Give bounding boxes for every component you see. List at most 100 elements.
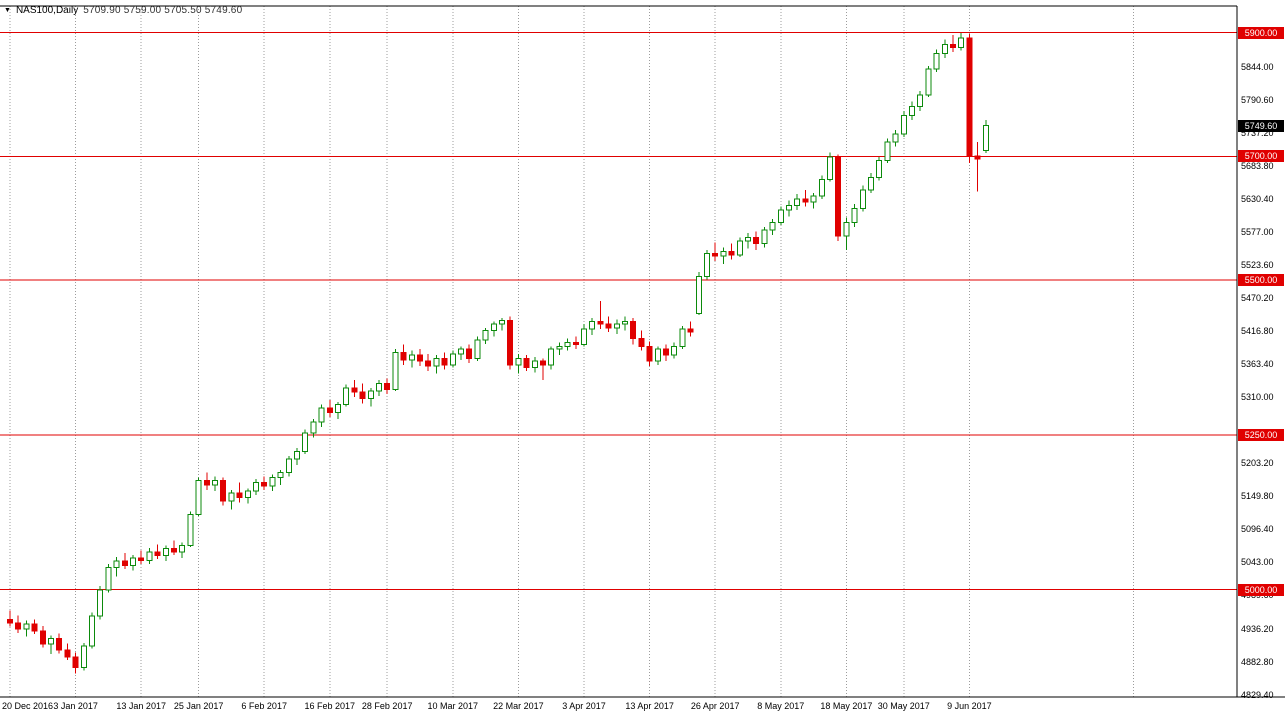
y-axis-label: 5363.40: [1241, 359, 1274, 370]
candle-body: [572, 342, 579, 346]
candle-body: [294, 451, 300, 460]
candle-body: [105, 566, 112, 591]
candle-body: [458, 348, 464, 355]
candle-body: [654, 348, 661, 362]
candle-body: [285, 458, 292, 474]
candle-body: [835, 156, 842, 237]
y-axis-label: 5630.40: [1241, 193, 1274, 204]
x-axis-label: 18 May 2017: [820, 701, 873, 711]
candle-body: [80, 645, 87, 669]
candle-body: [523, 358, 530, 368]
level-price-badge: 5700.00: [1238, 150, 1284, 163]
candle-body: [56, 637, 63, 651]
candle-body: [97, 589, 104, 617]
candle-body: [728, 251, 735, 256]
y-axis-label: 5203.20: [1241, 458, 1274, 469]
y-axis-label: 5737.20: [1241, 127, 1274, 138]
candle-body: [671, 345, 678, 356]
x-axis-label: 3 Jan 2017: [53, 701, 98, 711]
candle-body: [228, 492, 235, 502]
candle-body: [130, 557, 136, 566]
y-axis-label: 5096.40: [1241, 524, 1274, 535]
candle-body: [466, 348, 473, 360]
candle-body: [868, 176, 874, 191]
x-axis-label: 8 May 2017: [757, 701, 805, 711]
candle-body: [195, 480, 202, 516]
candle-body: [7, 618, 13, 624]
candle-body: [220, 480, 227, 502]
candle-body: [433, 358, 440, 367]
candle-body: [777, 209, 784, 224]
candle-body: [859, 189, 866, 209]
x-axis-label: 25 Jan 2017: [173, 701, 224, 711]
candle-body: [490, 323, 497, 331]
y-axis-label: 5310.00: [1241, 392, 1274, 403]
candle-body: [941, 43, 948, 55]
candle-body: [64, 649, 71, 658]
candle-body: [745, 236, 751, 242]
candle-body: [449, 353, 456, 366]
x-axis-label: 22 Mar 2017: [493, 701, 544, 711]
y-axis-label: 5577.00: [1241, 226, 1274, 237]
candle-body: [958, 37, 965, 48]
candle-body: [695, 275, 702, 315]
candle-body: [367, 390, 374, 399]
candle-body: [154, 551, 161, 557]
candle-body: [302, 432, 309, 453]
chart-title-overlay: ▼ NAS100,Daily 5709.90 5759.00 5705.50 5…: [4, 5, 242, 16]
candle-body: [138, 557, 145, 561]
y-axis-label: 5683.80: [1241, 160, 1274, 171]
y-axis-label: 4829.40: [1241, 689, 1274, 700]
chart-ohlc-readout: 5709.90 5759.00 5705.50 5749.60: [83, 5, 243, 16]
candle-body: [630, 321, 637, 339]
candle-body: [564, 342, 571, 347]
candle-body: [638, 337, 645, 347]
candle-body: [400, 352, 407, 361]
candle-body: [851, 207, 858, 224]
candle-body: [712, 253, 719, 257]
x-axis-label: 3 Apr 2017: [562, 701, 606, 711]
candle-body: [876, 160, 883, 178]
candle-body: [269, 477, 276, 487]
candle-body: [843, 222, 850, 237]
level-price-badge: 5900.00: [1238, 26, 1284, 39]
candle-body: [810, 195, 817, 203]
x-axis-label: 16 Feb 2017: [304, 701, 356, 711]
candle-body: [581, 328, 587, 346]
chart-menu-icon[interactable]: ▼: [4, 6, 11, 14]
candle-body: [589, 321, 596, 330]
candle-body: [597, 321, 604, 325]
candle-body: [343, 387, 350, 406]
candle-body: [384, 382, 391, 391]
candle-body: [482, 329, 489, 341]
candle-body: [318, 407, 325, 423]
candle-body: [376, 382, 382, 392]
y-axis-label: 5844.00: [1241, 61, 1274, 72]
candle-body: [761, 229, 768, 245]
candle-body: [474, 339, 481, 360]
level-price-badge: 5500.00: [1238, 274, 1284, 287]
candle-body: [72, 656, 79, 669]
candle-body: [392, 352, 399, 391]
current-price-badge: 5749.60: [1238, 119, 1284, 132]
candle-body: [917, 94, 924, 107]
candle-body: [900, 115, 907, 135]
candle-body: [335, 404, 341, 414]
candle-body: [310, 421, 317, 434]
candle-body: [753, 236, 760, 245]
y-axis-label: 5043.00: [1241, 557, 1274, 568]
candle-body: [499, 319, 505, 325]
candle-body: [187, 514, 194, 547]
x-axis-label: 13 Apr 2017: [625, 701, 674, 711]
candle-body: [515, 358, 522, 366]
candle-body: [679, 328, 686, 347]
y-axis-label: 4882.80: [1241, 656, 1274, 667]
candle-body: [417, 354, 423, 362]
x-axis-label: 9 Jun 2017: [947, 701, 992, 711]
candle-body: [786, 204, 792, 211]
y-axis-label: 5523.60: [1241, 260, 1274, 271]
candle-body: [736, 240, 743, 256]
candle-body: [15, 622, 22, 630]
